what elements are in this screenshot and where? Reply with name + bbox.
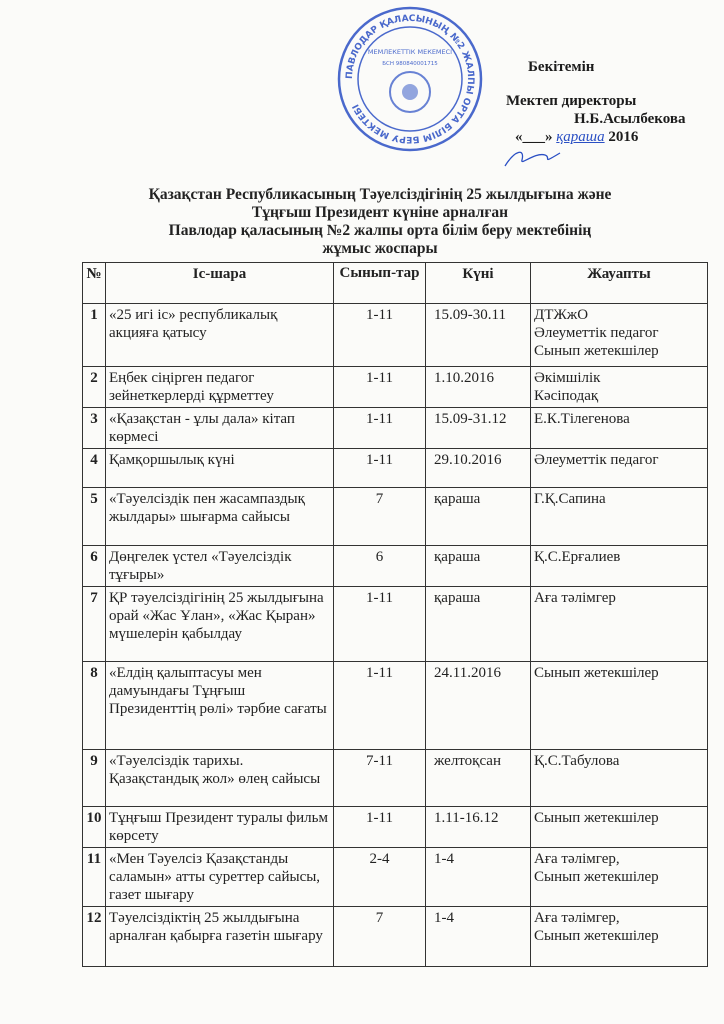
- row-number: 8: [82, 661, 106, 750]
- approval-heading: Бекітемін: [528, 59, 595, 75]
- grades-cell: 6: [333, 545, 426, 587]
- title-line: Қазақстан Республикасының Тәуелсіздігіні…: [148, 186, 612, 203]
- approval-director-name: Н.Б.Асылбекова: [574, 111, 686, 127]
- grades-cell: 1-11: [333, 586, 426, 662]
- row-number: 1: [82, 303, 106, 367]
- date-year: 2016: [608, 129, 639, 145]
- grades-cell: 1-11: [333, 661, 426, 750]
- event-cell: ҚР тәуелсіздігінің 25 жылдығына орай «Жа…: [105, 586, 334, 662]
- approval-date: «___» қараша 2016: [515, 128, 638, 146]
- event-cell: Дөңгелек үстел «Тәуелсіздік тұғыры»: [105, 545, 334, 587]
- table-row: 4 Қамқоршылық күні 1-11 29.10.2016 Әлеуметті…: [82, 448, 708, 488]
- responsible-cell: ДТЖжО Әлеуметтік педагог Сынып жетекшіле…: [530, 303, 708, 367]
- date-cell: 1.11-16.12: [425, 806, 531, 848]
- row-number: 5: [82, 487, 106, 546]
- date-cell: 15.09-30.11: [425, 303, 531, 367]
- responsible-cell: Аға тәлімгер: [530, 586, 708, 662]
- row-number: 9: [82, 749, 106, 807]
- title-line: жұмыс жоспары: [322, 240, 438, 257]
- date-cell: 24.11.2016: [425, 661, 531, 750]
- official-stamp: ПАВЛОДАР ҚАЛАСЫНЫҢ №2 ЖАЛПЫ ОРТА БІЛІМ Б…: [337, 6, 483, 152]
- event-cell: «Қазақстан - ұлы дала» кітап көрмесі: [105, 407, 334, 449]
- event-cell: Тәуелсіздіктің 25 жылдығына арналған қаб…: [105, 906, 334, 967]
- responsible-cell: Қ.С.Табулова: [530, 749, 708, 807]
- event-cell: Қамқоршылық күні: [105, 448, 334, 488]
- header-grades: Сынып-тар: [333, 262, 426, 304]
- date-cell: 29.10.2016: [425, 448, 531, 488]
- grades-cell: 1-11: [333, 366, 426, 408]
- grades-cell: 2-4: [333, 847, 426, 907]
- header-event: Іс-шара: [105, 262, 334, 304]
- date-cell: 1-4: [425, 906, 531, 967]
- row-number: 11: [82, 847, 106, 907]
- responsible-cell: Сынып жетекшілер: [530, 661, 708, 750]
- header-date: Күні: [425, 262, 531, 304]
- date-cell: қараша: [425, 586, 531, 662]
- table-row: 6 Дөңгелек үстел «Тәуелсіздік тұғыры» 6 қар…: [82, 545, 708, 587]
- grades-cell: 7: [333, 906, 426, 967]
- table-row: 8 «Елдің қалыптасуы мен дамуындағы Тұңғыш…: [82, 661, 708, 750]
- grades-cell: 1-11: [333, 407, 426, 449]
- event-cell: «25 игі іс» республикалық акцияға қатысу: [105, 303, 334, 367]
- event-cell: Тұңғыш Президент туралы фильм көрсету: [105, 806, 334, 848]
- row-number: 7: [82, 586, 106, 662]
- signature: [504, 151, 561, 167]
- header-responsible: Жауапты: [530, 262, 708, 304]
- row-number: 4: [82, 448, 106, 488]
- responsible-cell: Әкімшілік Кәсіподақ: [530, 366, 708, 408]
- grades-cell: 1-11: [333, 806, 426, 848]
- responsible-cell: Е.К.Тілегенова: [530, 407, 708, 449]
- date-day: «___»: [515, 129, 553, 145]
- table-row: 7 ҚР тәуелсіздігінің 25 жылдығына орай «Ж…: [82, 586, 708, 662]
- row-number: 3: [82, 407, 106, 449]
- event-cell: «Мен Тәуелсіз Қазақстанды саламын» атты …: [105, 847, 334, 907]
- date-cell: 15.09-31.12: [425, 407, 531, 449]
- table-header-row: № Іс-шара Сынып-тар Күні Жауапты: [82, 262, 708, 304]
- event-cell: «Тәуелсіздік пен жасампаздық жылдары» шы…: [105, 487, 334, 546]
- responsible-cell: Аға тәлімгер, Сынып жетекшілер: [530, 847, 708, 907]
- event-cell: «Тәуелсіздік тарихы. Қазақстандық жол» ө…: [105, 749, 334, 807]
- row-number: 2: [82, 366, 106, 408]
- svg-text:ПАВЛОДАР ҚАЛАСЫНЫҢ №2 ЖАЛПЫ ОР: ПАВЛОДАР ҚАЛАСЫНЫҢ №2 ЖАЛПЫ ОРТА БІЛІМ Б…: [345, 14, 475, 144]
- approval-position: Мектеп директоры: [506, 93, 637, 109]
- date-cell: қараша: [425, 487, 531, 546]
- svg-text:МЕМЛЕКЕТТІК МЕКЕМЕСІ: МЕМЛЕКЕТТІК МЕКЕМЕСІ: [368, 48, 452, 56]
- responsible-cell: Әлеуметтік педагог: [530, 448, 708, 488]
- grades-cell: 1-11: [333, 303, 426, 367]
- table-row: 9 «Тәуелсіздік тарихы. Қазақстандық жол» …: [82, 749, 708, 807]
- table-row: 10 Тұңғыш Президент туралы фильм көрсету 1…: [82, 806, 708, 848]
- grades-cell: 1-11: [333, 448, 426, 488]
- responsible-cell: Аға тәлімгер, Сынып жетекшілер: [530, 906, 708, 967]
- document-title: Қазақстан Республикасының Тәуелсіздігіні…: [60, 186, 700, 258]
- responsible-cell: Қ.С.Ерғалиев: [530, 545, 708, 587]
- date-cell: қараша: [425, 545, 531, 587]
- table-row: 5 «Тәуелсіздік пен жасампаздық жылдары» ш…: [82, 487, 708, 546]
- title-line: Тұңғыш Президент күніне арналған: [251, 204, 509, 221]
- plan-table: № Іс-шара Сынып-тар Күні Жауапты 1 «25 иг…: [82, 262, 708, 967]
- row-number: 12: [82, 906, 106, 967]
- table-row: 2 Еңбек сіңірген педагог зейнеткерлерді қ…: [82, 366, 708, 408]
- row-number: 10: [82, 806, 106, 848]
- responsible-cell: Сынып жетекшілер: [530, 806, 708, 848]
- date-cell: желтоқсан: [425, 749, 531, 807]
- table-row: 12 Тәуелсіздіктің 25 жылдығына арналған қ…: [82, 906, 708, 967]
- event-cell: Еңбек сіңірген педагог зейнеткерлерді құ…: [105, 366, 334, 408]
- title-line: Павлодар қаласының №2 жалпы орта білім б…: [168, 222, 592, 239]
- event-cell: «Елдің қалыптасуы мен дамуындағы Тұңғыш …: [105, 661, 334, 750]
- header-number: №: [82, 262, 106, 304]
- table-row: 1 «25 игі іс» республикалық акцияға қатыс…: [82, 303, 708, 367]
- svg-text:БСН 980840001715: БСН 980840001715: [382, 61, 438, 67]
- table-row: 11 «Мен Тәуелсіз Қазақстанды саламын» атт…: [82, 847, 708, 907]
- grades-cell: 7-11: [333, 749, 426, 807]
- date-cell: 1.10.2016: [425, 366, 531, 408]
- table-row: 3 «Қазақстан - ұлы дала» кітап көрмесі 1-1…: [82, 407, 708, 449]
- date-month: қараша: [556, 129, 605, 145]
- date-cell: 1-4: [425, 847, 531, 907]
- grades-cell: 7: [333, 487, 426, 546]
- row-number: 6: [82, 545, 106, 587]
- responsible-cell: Г.Қ.Сапина: [530, 487, 708, 546]
